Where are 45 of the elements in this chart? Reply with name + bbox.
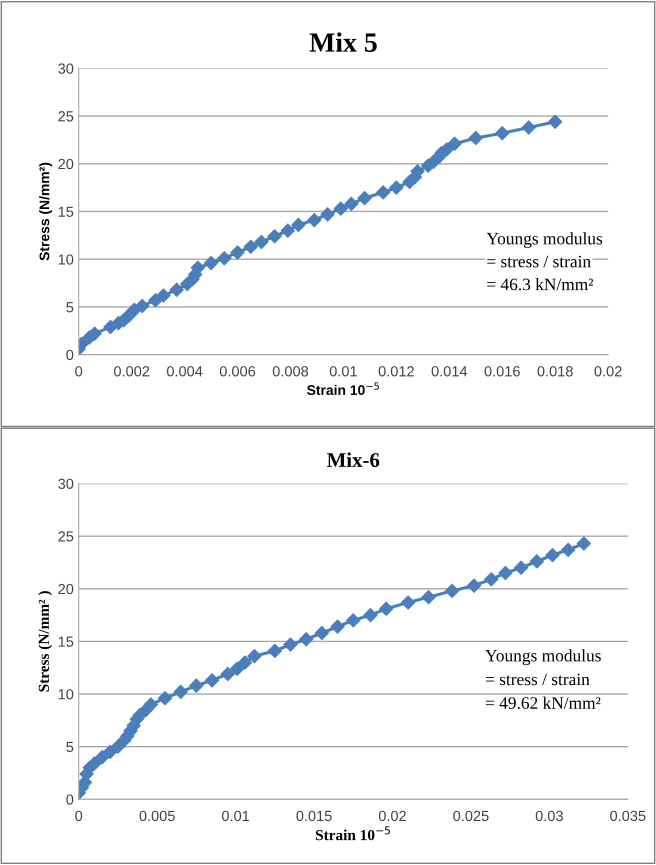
annotation: Youngs modulus bbox=[485, 649, 601, 666]
x-tick-label: 0.018 bbox=[537, 366, 573, 376]
x-tick-label: 0.02 bbox=[378, 810, 406, 822]
y-tick-label: 30 bbox=[58, 478, 74, 489]
chart-title: Mix 5 bbox=[310, 32, 377, 52]
x-tick-label: 0.01 bbox=[222, 810, 250, 822]
y-tick-label: 20 bbox=[58, 158, 74, 170]
x-tick-label: 0.012 bbox=[378, 366, 414, 376]
x-tick-label: 0.014 bbox=[432, 366, 468, 376]
y-tick-label: 20 bbox=[58, 584, 74, 594]
annotation: Youngs modulus bbox=[486, 232, 602, 248]
annotation: = stress / strain bbox=[487, 256, 591, 268]
x-tick-label: 0.005 bbox=[139, 810, 175, 822]
x-axis-title: Strain 10$^{−5}$ bbox=[307, 382, 379, 396]
x-tick-label: 0 bbox=[75, 810, 82, 822]
x-tick-label: 0.01 bbox=[330, 366, 357, 376]
x-tick-label: 0.008 bbox=[272, 366, 308, 376]
y-tick-label: 5 bbox=[66, 742, 74, 752]
annotation: = stress / strain bbox=[486, 674, 590, 686]
y-tick-label: 15 bbox=[58, 636, 74, 647]
y-tick-label: 25 bbox=[58, 531, 74, 542]
y-tick-label: 10 bbox=[58, 689, 74, 700]
x-tick-label: 0.025 bbox=[453, 810, 489, 822]
x-tick-label: 0.02 bbox=[594, 366, 622, 376]
chart-title: Mix-6 bbox=[327, 452, 380, 468]
x-tick-label: 0.035 bbox=[610, 810, 646, 822]
x-tick-label: 0.03 bbox=[536, 810, 563, 822]
y-axis-title: Stress (N/mm² ) bbox=[38, 591, 52, 692]
y-axis-title: Stress (N/mm²) bbox=[39, 162, 52, 260]
x-tick-label: 0.006 bbox=[220, 366, 256, 376]
annotation: = 46.3 kN/mm² bbox=[487, 278, 594, 290]
y-tick-label: 15 bbox=[58, 206, 74, 217]
y-tick-label: 25 bbox=[58, 111, 74, 122]
y-tick-label: 0 bbox=[66, 350, 74, 360]
x-tick-label: 0.002 bbox=[114, 366, 150, 376]
x-tick-label: 0.004 bbox=[166, 366, 202, 376]
x-tick-label: 0.016 bbox=[484, 366, 520, 376]
x-tick-label: 0.015 bbox=[296, 810, 332, 822]
y-tick-label: 30 bbox=[58, 63, 74, 74]
annotation: = 49.62 kN/mm² bbox=[486, 696, 600, 709]
y-tick-label: 10 bbox=[58, 254, 74, 265]
x-tick-label: 0 bbox=[75, 366, 82, 376]
y-tick-label: 5 bbox=[66, 302, 74, 312]
y-tick-label: 0 bbox=[66, 794, 74, 805]
x-axis-title: Strain 10$^{−5}$ bbox=[316, 826, 390, 840]
